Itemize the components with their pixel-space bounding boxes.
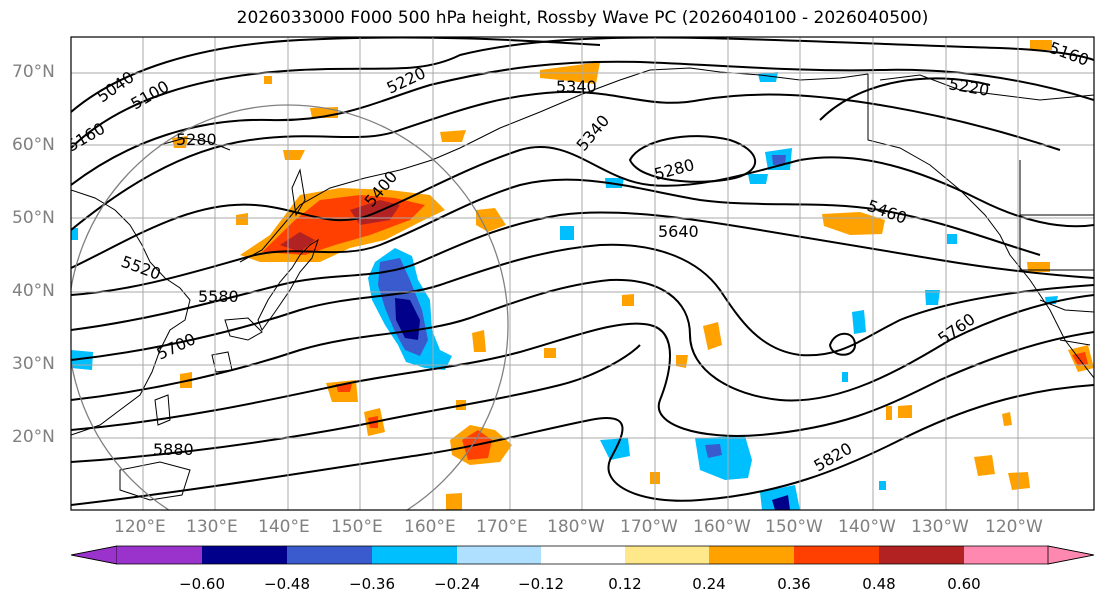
lon-label: 140°E bbox=[258, 517, 310, 537]
colorbar bbox=[70, 545, 1095, 565]
lon-label: 120°E bbox=[114, 517, 166, 537]
negative-anomaly-areas bbox=[71, 72, 1058, 510]
lat-label: 20°N bbox=[12, 427, 55, 447]
lat-label: 60°N bbox=[12, 135, 55, 155]
lon-label: 170°E bbox=[476, 517, 528, 537]
colorbar-bin-4 bbox=[372, 546, 457, 564]
colorbar-tick-label: 0.24 bbox=[692, 575, 726, 593]
colorbar-bin-9 bbox=[794, 546, 879, 564]
lon-label: 160°W bbox=[693, 517, 751, 537]
map-frame bbox=[70, 36, 1095, 511]
colorbar-bin-2 bbox=[202, 546, 287, 564]
height-contours bbox=[71, 37, 1094, 506]
lon-label: 180°W bbox=[547, 517, 605, 537]
lon-label: 160°E bbox=[404, 517, 456, 537]
colorbar-upper-extend bbox=[1047, 545, 1095, 565]
colorbar-tick-label: −0.12 bbox=[518, 575, 564, 593]
colorbar-bin-6 bbox=[541, 546, 625, 564]
lat-label: 40°N bbox=[12, 281, 55, 301]
colorbar-outline bbox=[70, 545, 1095, 565]
colorbar-tick-label: 0.12 bbox=[608, 575, 642, 593]
map-panel: 5040 5100 5160 5220 5280 5340 5400 5460 … bbox=[71, 37, 1094, 510]
lat-label: 30°N bbox=[12, 354, 55, 374]
lat-label: 70°N bbox=[12, 62, 55, 82]
colorbar-bin-8 bbox=[709, 546, 794, 564]
contour-label: 5580 bbox=[198, 287, 239, 306]
colorbar-tick-label: −0.60 bbox=[179, 575, 225, 593]
colorbar-lower-extend bbox=[70, 545, 118, 565]
colorbar-tick-label: 0.60 bbox=[947, 575, 981, 593]
colorbar-tick-label: −0.36 bbox=[349, 575, 395, 593]
contour-label: 5340 bbox=[556, 77, 597, 96]
lon-label: 140°W bbox=[838, 517, 896, 537]
contour-label: 5640 bbox=[658, 222, 699, 241]
graticule bbox=[71, 37, 1094, 510]
focus-region-circle bbox=[71, 104, 509, 510]
coastlines bbox=[71, 67, 1094, 501]
lon-label: 130°W bbox=[911, 517, 969, 537]
lon-label: 150°W bbox=[765, 517, 823, 537]
colorbar-bin-1 bbox=[117, 546, 202, 564]
colorbar-bin-5 bbox=[457, 546, 541, 564]
lat-label: 50°N bbox=[12, 208, 55, 228]
contour-label: 5880 bbox=[153, 440, 194, 459]
map-title: 2026033000 F000 500 hPa height, Rossby W… bbox=[236, 8, 929, 28]
lon-label: 130°E bbox=[186, 517, 238, 537]
colorbar-tick-label: 0.48 bbox=[862, 575, 896, 593]
lon-label: 120°W bbox=[985, 517, 1043, 537]
contour-label: 5280 bbox=[176, 130, 217, 149]
colorbar-tick-label: 0.36 bbox=[777, 575, 811, 593]
lon-label: 170°W bbox=[620, 517, 678, 537]
colorbar-tick-label: −0.24 bbox=[434, 575, 480, 593]
colorbar-bin-3 bbox=[287, 546, 372, 564]
lon-label: 150°E bbox=[331, 517, 383, 537]
colorbar-bin-10 bbox=[879, 546, 964, 564]
colorbar-bin-7 bbox=[625, 546, 709, 564]
colorbar-bin-11 bbox=[964, 546, 1048, 564]
colorbar-tick-label: −0.48 bbox=[264, 575, 310, 593]
